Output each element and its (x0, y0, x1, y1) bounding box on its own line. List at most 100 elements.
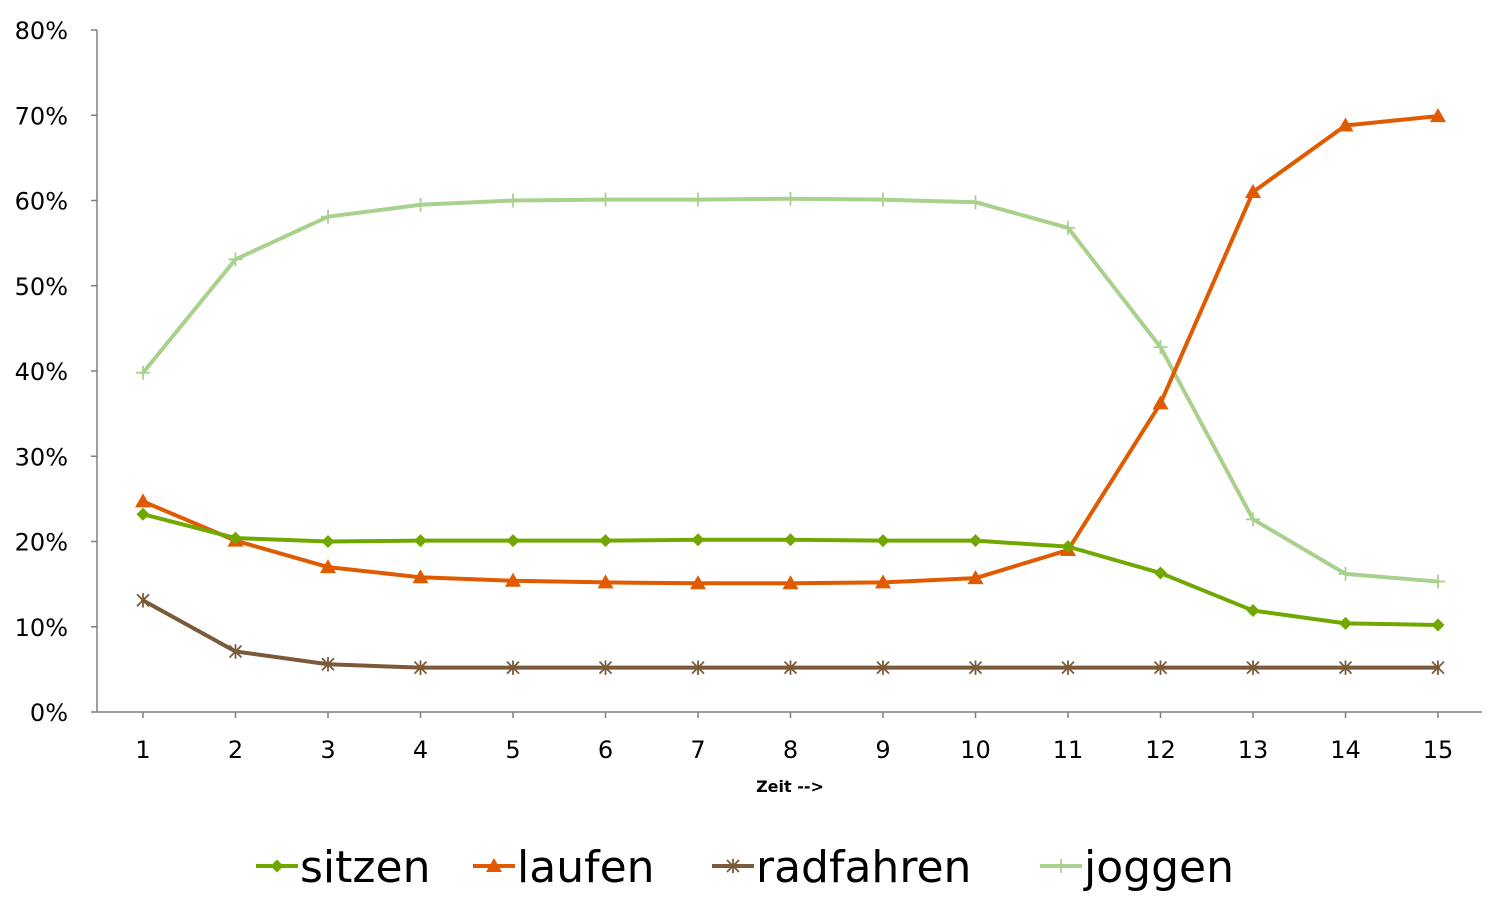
data-point-radfahren (413, 660, 428, 675)
data-point-laufen (967, 570, 984, 585)
data-point-radfahren (598, 660, 613, 675)
data-point-joggen (413, 197, 428, 212)
data-point-joggen (1431, 574, 1445, 589)
x-tick-label: 7 (690, 736, 705, 764)
data-point-laufen (505, 572, 521, 587)
data-point-radfahren (691, 660, 705, 675)
x-tick-label: 12 (1145, 736, 1176, 764)
data-point-sitzen (969, 534, 982, 548)
legend-label: joggen (1083, 842, 1234, 893)
x-tick-label: 1 (135, 736, 150, 764)
series-sitzen (136, 507, 1445, 632)
data-point-laufen (1152, 395, 1169, 410)
data-point-sitzen (1246, 604, 1260, 618)
data-point-sitzen (1061, 540, 1075, 554)
data-point-radfahren (783, 660, 798, 675)
legend-marker (726, 858, 740, 874)
legend-item-laufen: laufen (473, 842, 655, 893)
y-tick-label: 30% (15, 443, 68, 471)
data-point-radfahren (136, 593, 150, 608)
data-point-sitzen (321, 535, 335, 548)
x-tick-label: 5 (505, 736, 520, 764)
data-point-sitzen (599, 534, 612, 548)
data-point-joggen (876, 192, 890, 207)
x-tick-label: 8 (783, 736, 798, 764)
data-point-radfahren (228, 644, 243, 659)
data-point-joggen (968, 195, 983, 210)
legend-label: laufen (517, 842, 655, 893)
legend-label: sitzen (300, 842, 430, 893)
data-point-sitzen (691, 533, 705, 547)
data-point-joggen (136, 365, 150, 380)
data-point-laufen (1245, 183, 1261, 198)
series-line-joggen (141, 196, 1440, 584)
data-point-laufen (597, 574, 614, 589)
data-point-sitzen (506, 534, 520, 548)
data-point-sitzen (136, 507, 150, 521)
data-point-joggen (506, 193, 520, 208)
data-point-joggen (691, 192, 705, 207)
x-tick-label: 13 (1238, 736, 1269, 764)
x-tick-label: 10 (960, 736, 991, 764)
data-point-radfahren (968, 660, 983, 675)
data-point-sitzen (1154, 566, 1167, 580)
x-tick-label: 14 (1330, 736, 1361, 764)
y-tick-label: 10% (15, 614, 68, 642)
plot-area (135, 108, 1446, 675)
data-point-laufen (690, 575, 706, 590)
data-point-joggen (1153, 340, 1168, 355)
legend-marker (270, 859, 284, 873)
y-tick-label: 20% (15, 529, 68, 557)
data-point-radfahren (1061, 660, 1075, 675)
data-point-joggen (1246, 512, 1260, 527)
series-line-radfahren (141, 598, 1440, 670)
data-point-sitzen (414, 534, 427, 548)
x-tick-label: 2 (228, 736, 243, 764)
y-tick-label: 0% (30, 699, 68, 727)
data-point-radfahren (1246, 660, 1260, 675)
data-point-radfahren (321, 657, 335, 672)
data-point-sitzen (1431, 618, 1445, 632)
x-axis-title: Zeit --> (756, 777, 824, 796)
series-radfahren (136, 593, 1445, 675)
data-point-sitzen (784, 533, 797, 547)
data-point-joggen (321, 209, 335, 224)
series-laufen (135, 108, 1446, 590)
data-point-laufen (412, 569, 429, 584)
x-tick-label: 3 (320, 736, 335, 764)
y-tick-label: 70% (15, 102, 68, 130)
x-tick-label: 15 (1423, 736, 1454, 764)
series-line-laufen (141, 114, 1440, 586)
y-tick-label: 80% (15, 17, 68, 45)
x-tick-label: 11 (1053, 736, 1084, 764)
y-axis: 0% 10% 20% 30% 40% 50% 60% 70% 80% (15, 17, 98, 727)
data-point-sitzen (229, 531, 242, 545)
x-tick-label: 9 (875, 736, 890, 764)
legend: sitzen laufen radfahren joggen (256, 842, 1234, 893)
data-point-laufen (1337, 117, 1354, 132)
data-point-radfahren (1338, 660, 1353, 675)
data-point-laufen (875, 574, 891, 589)
legend-item-sitzen: sitzen (256, 842, 430, 893)
data-point-laufen (1430, 108, 1446, 123)
legend-label: radfahren (756, 842, 971, 893)
series-joggen (136, 191, 1445, 589)
data-point-radfahren (1153, 660, 1168, 675)
legend-item-joggen: joggen (1040, 842, 1234, 893)
data-point-radfahren (1431, 660, 1445, 675)
data-point-sitzen (1339, 616, 1352, 630)
x-tick-label: 4 (413, 736, 428, 764)
data-point-joggen (1061, 220, 1075, 235)
data-point-laufen (320, 559, 336, 574)
data-point-sitzen (876, 534, 890, 548)
data-point-joggen (228, 252, 243, 267)
x-tick-label: 6 (598, 736, 613, 764)
legend-marker (1054, 859, 1068, 873)
data-point-joggen (1338, 566, 1353, 581)
y-tick-label: 60% (15, 188, 68, 216)
legend-marker (486, 858, 502, 872)
data-point-laufen (782, 575, 799, 590)
x-axis: 1 2 3 4 5 6 7 8 9 10 11 12 13 14 15 (97, 711, 1482, 764)
legend-item-radfahren: radfahren (712, 842, 971, 893)
